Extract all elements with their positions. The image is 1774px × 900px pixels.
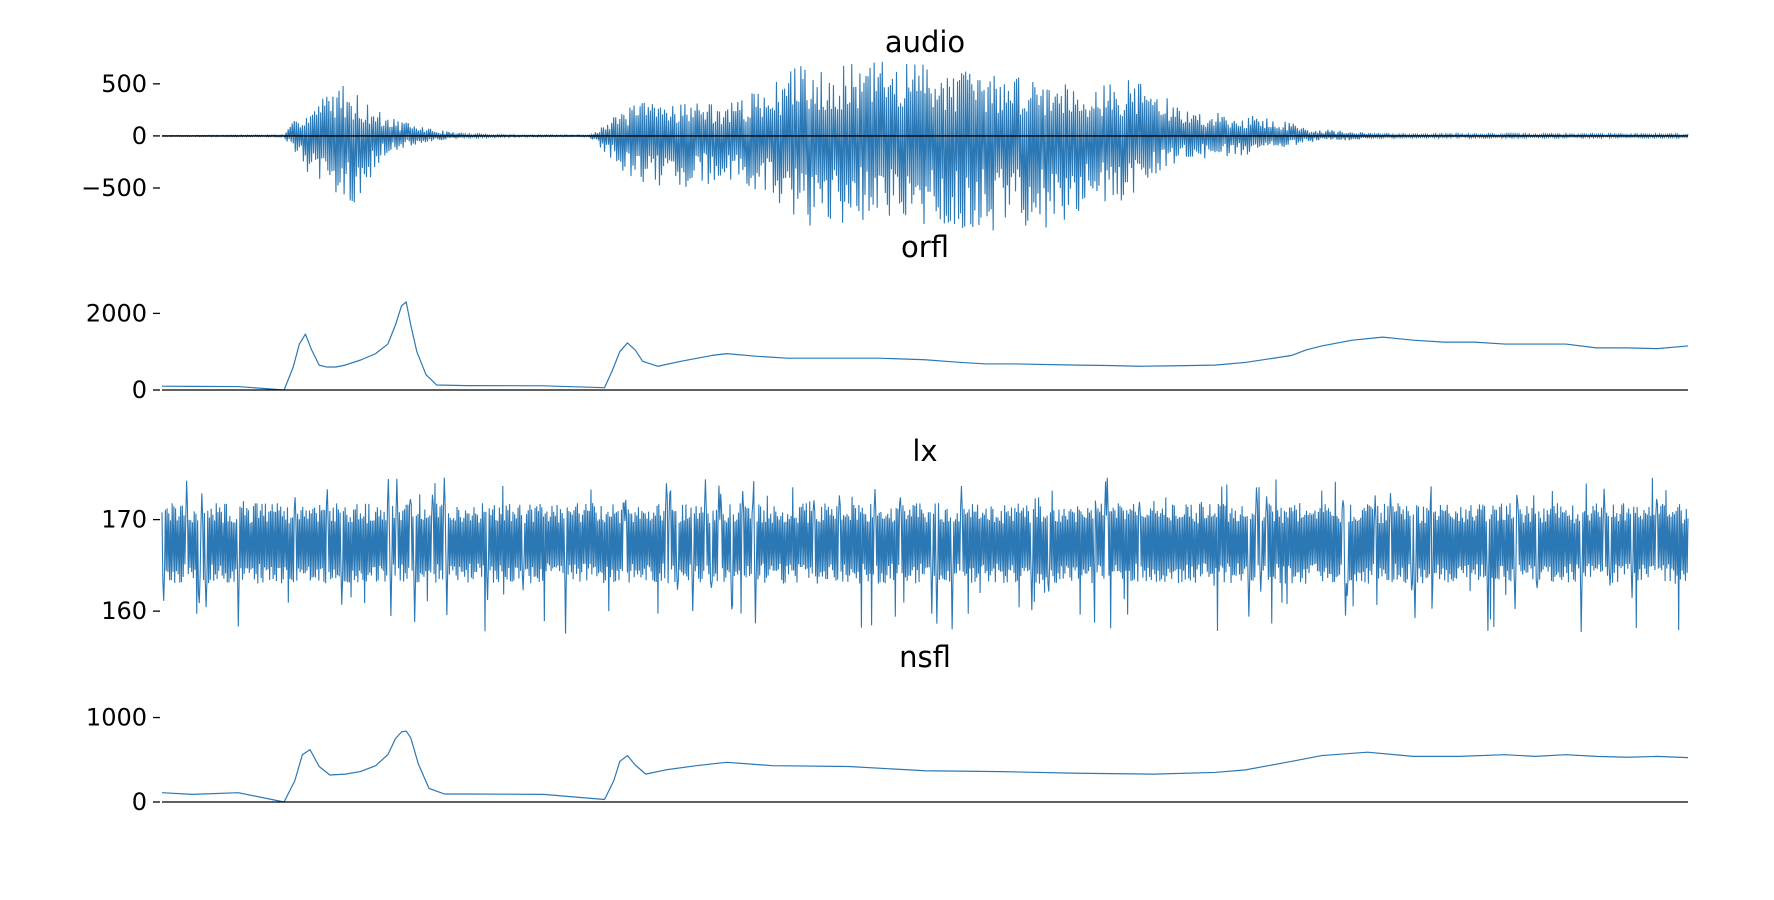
orfl-ytick-label: 2000 xyxy=(86,299,147,327)
lx-ytick-label: 160 xyxy=(101,597,147,625)
lx-title: lx xyxy=(912,434,937,468)
audio-series-line xyxy=(161,61,1689,231)
nsfl-ytick-label: 0 xyxy=(132,788,147,816)
lx-panel: lx 170 160 xyxy=(101,434,1689,634)
lx-ytick-label: 170 xyxy=(101,506,147,534)
nsfl-ytick-label: 1000 xyxy=(86,704,147,732)
nsfl-title: nsfl xyxy=(899,640,951,674)
orfl-ytick-label: 0 xyxy=(132,376,147,404)
audio-ytick-label: −500 xyxy=(81,174,147,202)
audio-title: audio xyxy=(885,25,965,59)
orfl-panel: orfl 2000 0 xyxy=(86,230,1689,404)
audio-panel: audio 500 0 −500 xyxy=(81,25,1689,231)
orfl-series-line xyxy=(161,301,1689,391)
orfl-title: orfl xyxy=(901,230,949,264)
nsfl-panel: nsfl 1000 0 xyxy=(86,640,1689,816)
audio-ytick-label: 0 xyxy=(132,122,147,150)
audio-ytick-label: 500 xyxy=(101,70,147,98)
nsfl-series-line xyxy=(161,730,1689,803)
lx-series-line xyxy=(161,477,1689,634)
